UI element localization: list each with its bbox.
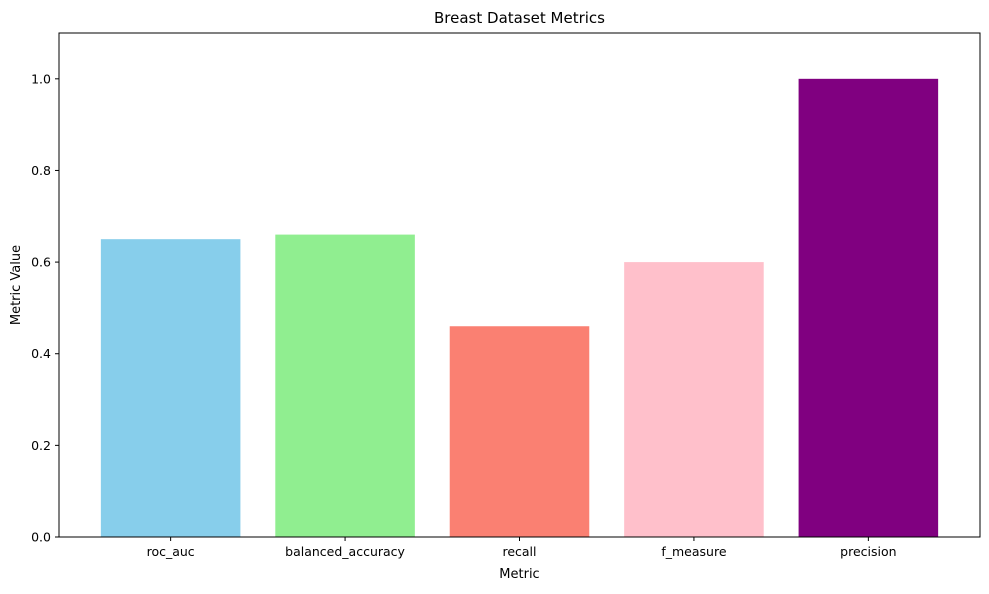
x-tick-label: balanced_accuracy [285, 544, 405, 559]
bar-roc-auc [100, 239, 241, 537]
y-tick-label: 1.0 [31, 71, 51, 86]
bar-f-measure [624, 262, 764, 537]
y-tick-label: 0.4 [31, 346, 51, 361]
x-tick-label: precision [840, 544, 896, 559]
y-axis-label: Metric Value [9, 245, 24, 325]
y-tick-label: 0.0 [31, 530, 51, 545]
bars-layer [100, 78, 939, 537]
y-tick-label: 0.8 [31, 163, 51, 178]
x-tick-label: roc_auc [147, 544, 195, 559]
x-tick-label: recall [502, 544, 536, 559]
y-tick-label: 0.6 [31, 255, 51, 270]
y-tick-label: 0.2 [31, 438, 51, 453]
x-tick-label: f_measure [661, 544, 726, 559]
bar-balanced-accuracy [275, 234, 415, 537]
bar-precision [798, 78, 939, 537]
bar-recall [449, 326, 590, 537]
chart-title: Breast Dataset Metrics [434, 9, 605, 27]
x-axis-label: Metric [499, 567, 539, 582]
ticks-layer: roc_auc balanced_accuracy recall f_measure p… [31, 71, 896, 559]
plot-area-frame [58, 32, 981, 538]
